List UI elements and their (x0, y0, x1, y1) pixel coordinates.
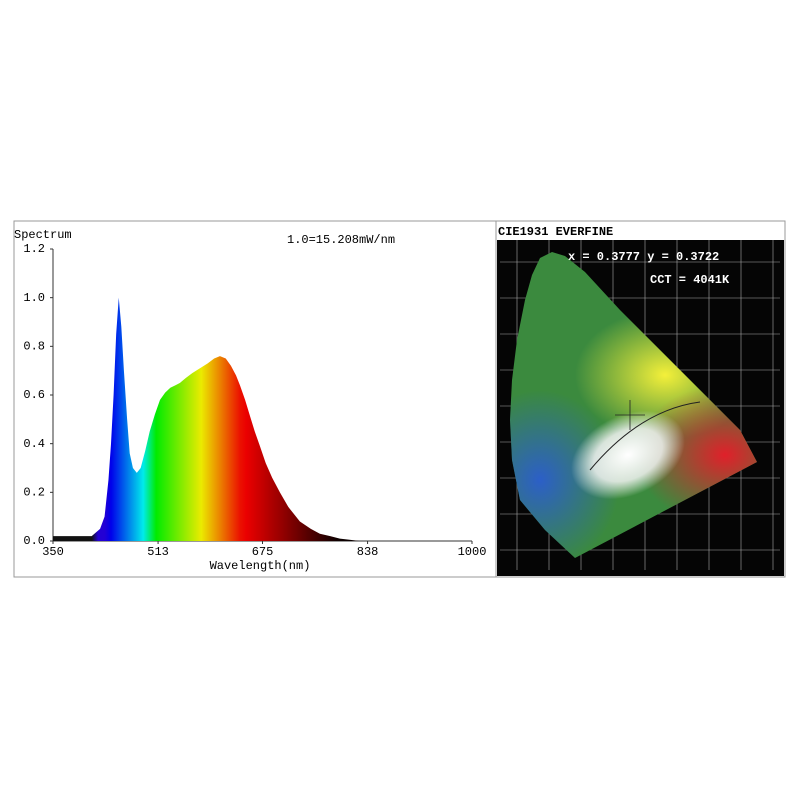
x-axis-label: Wavelength(nm) (210, 559, 311, 573)
annotation: 1.0=15.208mW/nm (287, 233, 395, 247)
x-tick-label: 513 (147, 545, 169, 559)
cie-coordinates: x = 0.3777 y = 0.3722 (568, 250, 719, 264)
y-tick-label: 0.6 (23, 388, 45, 402)
y-tick-label: 0.2 (23, 486, 45, 500)
y-tick-label: 0.8 (23, 340, 45, 354)
x-tick-label: 675 (252, 545, 274, 559)
y-tick-label: 0.4 (23, 437, 45, 451)
chart-title: Spectrum (14, 228, 72, 242)
spectrum-area (53, 297, 472, 541)
cie-diagram: CIE1931 EVERFINE x = 0.3777 y = 0.3722 C… (495, 220, 786, 578)
x-tick-label: 350 (42, 545, 64, 559)
y-tick-label: 1.0 (23, 291, 45, 305)
x-tick-label: 1000 (458, 545, 487, 559)
x-tick-label: 838 (357, 545, 379, 559)
y-tick-label: 1.2 (23, 242, 45, 256)
plot: 0.0 0.2 0.4 0.6 0.8 1.0 1.2 350 513 675 838 1000 (23, 242, 486, 559)
y-tick-label: 0.0 (23, 534, 45, 548)
cie-cct: CCT = 4041K (650, 273, 730, 287)
cie-title: CIE1931 EVERFINE (498, 225, 613, 239)
